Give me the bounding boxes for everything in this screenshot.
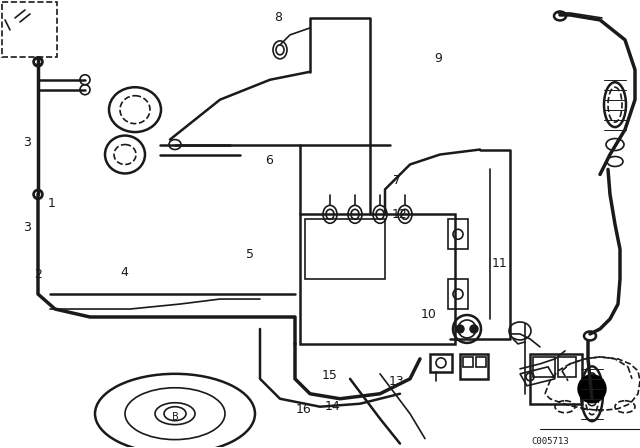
Bar	[476, 357, 486, 367]
Text: 10: 10	[421, 308, 436, 321]
Bar	[530, 354, 582, 404]
Bar	[460, 354, 488, 379]
Bar	[430, 354, 452, 372]
Text: 16: 16	[296, 404, 311, 417]
Text: 4: 4	[121, 266, 129, 279]
Text: B: B	[172, 412, 179, 422]
Text: 12: 12	[392, 208, 408, 221]
Circle shape	[578, 375, 606, 403]
Text: 14: 14	[325, 400, 340, 413]
Text: 3: 3	[23, 221, 31, 234]
Circle shape	[470, 325, 478, 333]
Text: 1: 1	[47, 197, 55, 210]
Bar	[448, 220, 468, 249]
Text: 11: 11	[492, 257, 507, 270]
Text: 5: 5	[246, 248, 253, 261]
Bar	[300, 214, 455, 344]
Text: 6: 6	[265, 154, 273, 167]
Bar	[558, 357, 576, 377]
Bar	[448, 279, 468, 309]
Bar	[533, 357, 555, 377]
Text: 3: 3	[23, 136, 31, 150]
Bar	[305, 220, 385, 279]
Text: 9: 9	[435, 52, 442, 65]
Bar	[463, 357, 473, 367]
Text: 13: 13	[389, 375, 404, 388]
Text: 2: 2	[35, 268, 42, 281]
Circle shape	[456, 325, 464, 333]
Text: 8: 8	[275, 11, 282, 24]
Text: C005713: C005713	[532, 437, 569, 446]
Text: 15: 15	[322, 369, 337, 382]
Text: 7: 7	[393, 174, 401, 187]
Bar	[2, 2, 57, 57]
